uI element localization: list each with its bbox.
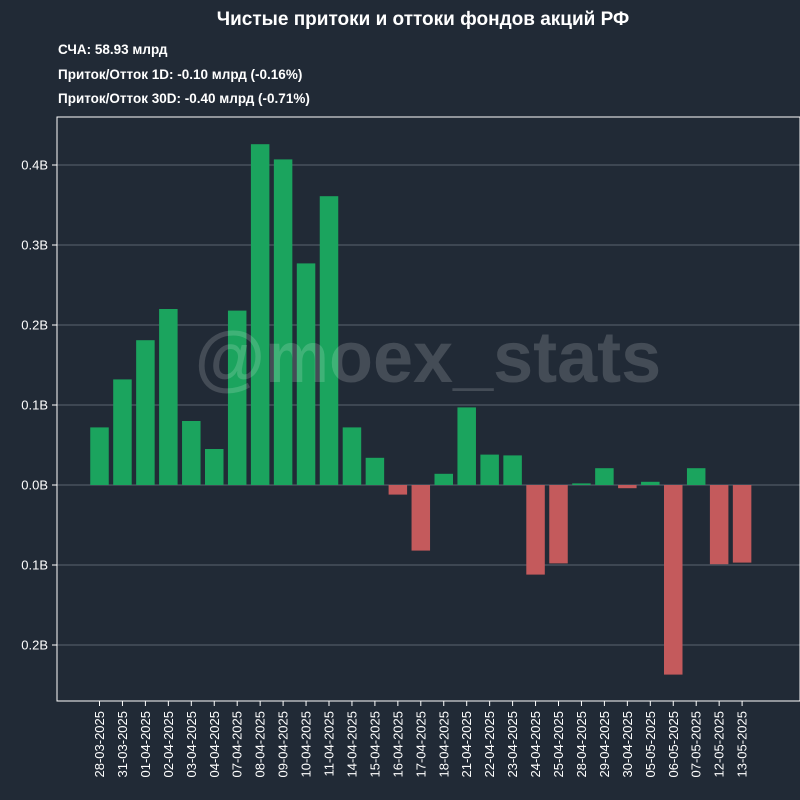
x-tick-label: 17-04-2025 bbox=[413, 711, 428, 778]
y-tick-label: 0.2B bbox=[21, 638, 48, 653]
x-tick-label: 21-04-2025 bbox=[459, 711, 474, 778]
x-tick-label: 08-04-2025 bbox=[253, 711, 268, 778]
bar bbox=[457, 407, 476, 485]
y-tick-label: 0.4B bbox=[21, 158, 48, 173]
bar bbox=[480, 454, 499, 485]
x-tick-label: 28-03-2025 bbox=[92, 711, 107, 778]
bar bbox=[365, 457, 385, 485]
x-tick-label: 05-05-2025 bbox=[643, 711, 658, 778]
x-tick-label: 22-04-2025 bbox=[482, 711, 497, 778]
bar bbox=[618, 485, 637, 489]
bar bbox=[296, 263, 316, 485]
x-tick-label: 07-05-2025 bbox=[689, 711, 704, 778]
bar bbox=[572, 483, 591, 485]
bar bbox=[205, 449, 224, 485]
bar bbox=[686, 468, 706, 485]
bar bbox=[641, 481, 660, 485]
y-tick-label: 0.2B bbox=[21, 318, 48, 333]
x-tick-label: 12-05-2025 bbox=[712, 711, 727, 778]
x-tick-label: 02-04-2025 bbox=[161, 711, 176, 778]
x-tick-label: 16-04-2025 bbox=[390, 711, 405, 778]
x-tick-label: 25-04-2025 bbox=[551, 711, 566, 778]
plot-frame bbox=[56, 116, 800, 702]
flow-1d-stat: Приток/Отток 1D: -0.10 млрд (-0.16%) bbox=[58, 67, 303, 82]
x-tick-label: 14-04-2025 bbox=[344, 711, 359, 778]
x-tick-label: 31-03-2025 bbox=[115, 711, 130, 778]
bar bbox=[182, 421, 201, 485]
x-tick-label: 11-04-2025 bbox=[322, 711, 337, 777]
x-tick-label: 30-04-2025 bbox=[620, 711, 635, 778]
x-tick-label: 01-04-2025 bbox=[138, 711, 153, 778]
y-tick-label: 0.3B bbox=[21, 238, 48, 253]
x-tick-label: 23-04-2025 bbox=[505, 711, 520, 778]
y-tick-label: 0.0B bbox=[21, 478, 48, 493]
x-tick-label: 07-04-2025 bbox=[230, 711, 245, 778]
bar bbox=[732, 485, 752, 563]
bars bbox=[90, 144, 752, 675]
bar bbox=[434, 473, 453, 485]
bar bbox=[664, 485, 683, 675]
bar bbox=[319, 196, 339, 485]
x-tick-label: 03-04-2025 bbox=[184, 711, 199, 778]
bar bbox=[273, 159, 293, 485]
chart-title: Чистые притоки и оттоки фондов акций РФ bbox=[216, 9, 630, 30]
y-tick-label: 0.1B bbox=[21, 558, 48, 573]
bar bbox=[90, 427, 109, 485]
bar bbox=[503, 455, 522, 485]
bar bbox=[388, 485, 408, 495]
watermark-text: @moex_stats bbox=[195, 318, 661, 398]
x-tick-label: 18-04-2025 bbox=[436, 711, 451, 778]
bar bbox=[549, 485, 568, 564]
y-tick-label: 0.1B bbox=[21, 398, 48, 413]
bar bbox=[113, 379, 132, 485]
x-tick-label: 24-04-2025 bbox=[528, 711, 543, 778]
x-tick-label: 09-04-2025 bbox=[276, 711, 291, 778]
bar bbox=[227, 310, 247, 485]
x-tick-label: 10-04-2025 bbox=[299, 711, 314, 778]
x-tick-label: 13-05-2025 bbox=[735, 711, 750, 778]
bar bbox=[136, 340, 155, 485]
x-tick-label: 29-04-2025 bbox=[597, 711, 612, 778]
bar bbox=[411, 485, 431, 551]
x-tick-label: 04-04-2025 bbox=[207, 711, 222, 778]
bar bbox=[159, 309, 178, 485]
x-tick-label: 28-04-2025 bbox=[574, 711, 589, 778]
x-tick-label: 06-05-2025 bbox=[666, 711, 681, 778]
bar bbox=[526, 485, 545, 575]
bar bbox=[709, 485, 729, 565]
aum-stat: СЧА: 58.93 млрд bbox=[58, 42, 168, 57]
x-tick-label: 15-04-2025 bbox=[367, 711, 382, 778]
axes: 0.4B 0.3B 0.2B 0.1B 0.0B 0.1B 0.2B 28-03-2025 31… bbox=[21, 158, 749, 778]
flow-30d-stat: Приток/Отток 30D: -0.40 млрд (-0.71%) bbox=[58, 91, 310, 106]
bar bbox=[342, 427, 362, 485]
bar bbox=[250, 144, 270, 485]
bar bbox=[595, 468, 614, 485]
